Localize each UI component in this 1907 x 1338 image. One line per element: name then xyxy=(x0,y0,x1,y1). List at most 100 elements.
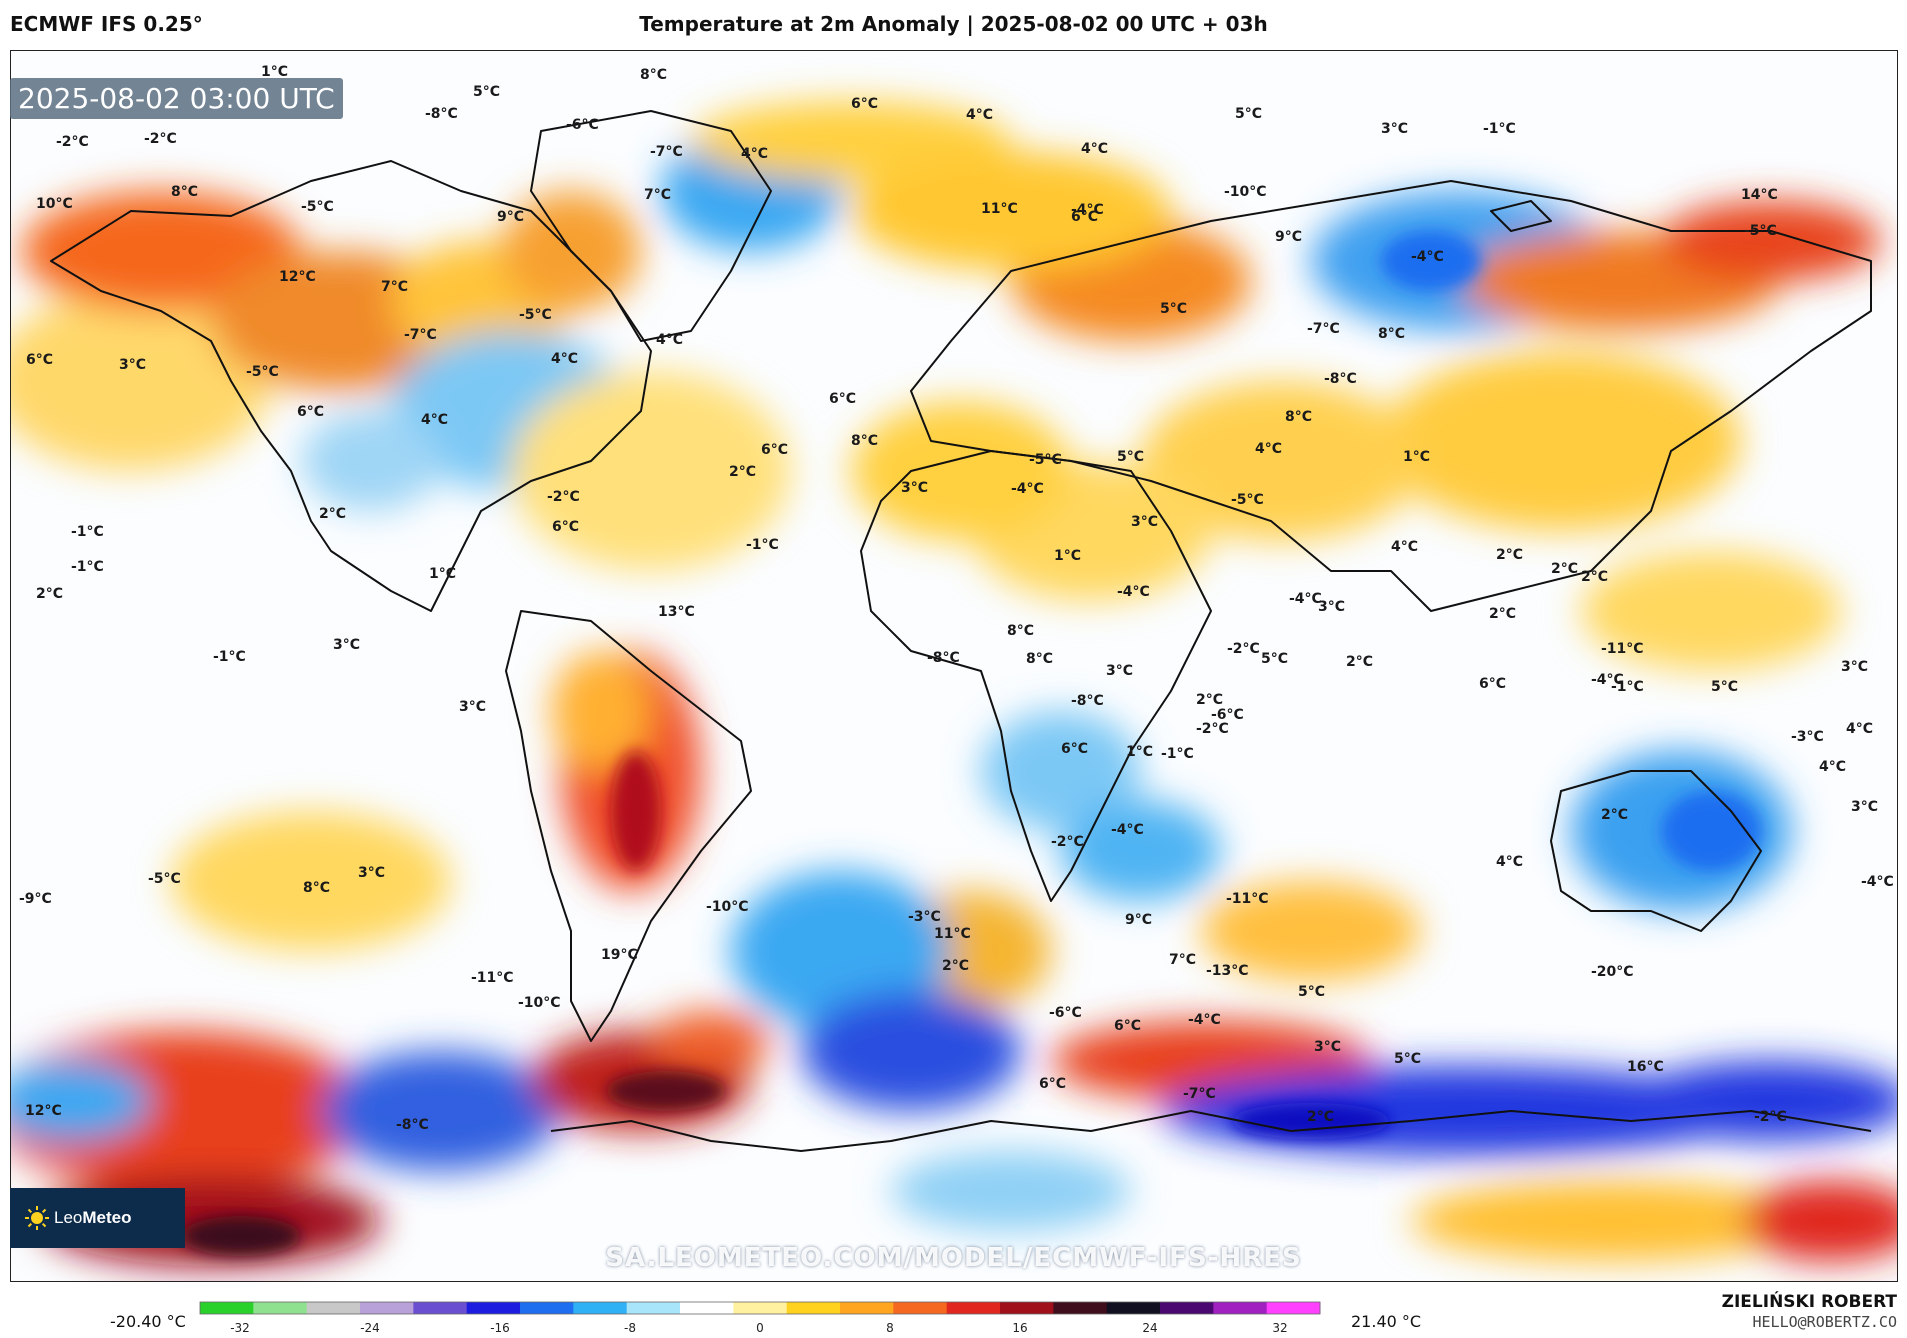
anomaly-label: -11°C xyxy=(1226,891,1269,907)
anomaly-label: -5°C xyxy=(246,364,279,380)
anomaly-label: -6°C xyxy=(566,117,599,133)
anomaly-label: -1°C xyxy=(1161,746,1194,762)
anomaly-label: 4°C xyxy=(656,332,683,348)
anomaly-label: 4°C xyxy=(1819,759,1846,775)
anomaly-label: 5°C xyxy=(1160,301,1187,317)
anomaly-label: 8°C xyxy=(1378,326,1405,342)
color-scale-segment xyxy=(520,1302,574,1314)
color-scale-tick-label: 0 xyxy=(756,1321,764,1335)
color-scale-segment xyxy=(733,1302,788,1314)
anomaly-label: 6°C xyxy=(829,391,856,407)
color-scale-tick-label: 32 xyxy=(1272,1321,1287,1335)
anomaly-label: -2°C xyxy=(1051,834,1084,850)
anomaly-label: 3°C xyxy=(333,637,360,653)
anomaly-label: -4°C xyxy=(1411,249,1444,265)
anomaly-label: 2°C xyxy=(1307,1109,1334,1125)
anomaly-label: 12°C xyxy=(25,1103,62,1119)
anomaly-label: 4°C xyxy=(1496,854,1523,870)
anomaly-label: -10°C xyxy=(1224,184,1267,200)
scale-max-label: 21.40 °C xyxy=(1351,1312,1422,1331)
color-scale-segment xyxy=(1053,1302,1108,1314)
anomaly-label: -3°C xyxy=(1791,729,1824,745)
anomaly-label: 6°C xyxy=(1114,1018,1141,1034)
color-scale-outline xyxy=(199,1301,1321,1315)
anomaly-label: -6°C xyxy=(1049,1005,1082,1021)
anomaly-label: 6°C xyxy=(761,442,788,458)
chart-title: Temperature at 2m Anomaly | 2025-08-02 0… xyxy=(639,12,1268,36)
anomaly-label: 3°C xyxy=(1131,514,1158,530)
anomaly-label: -7°C xyxy=(1183,1086,1216,1102)
anomaly-label: 9°C xyxy=(1275,229,1302,245)
anomaly-label: -4°C xyxy=(1071,202,1104,218)
anomaly-label: 8°C xyxy=(1026,651,1053,667)
valid-time-badge: 2025-08-02 03:00 UTC xyxy=(10,78,343,119)
anomaly-label: 5°C xyxy=(1298,984,1325,1000)
anomaly-label: 4°C xyxy=(421,412,448,428)
anomaly-label: -4°C xyxy=(1117,584,1150,600)
anomaly-label: -2°C xyxy=(144,131,177,147)
color-scale-tick-label: -24 xyxy=(360,1321,380,1335)
anomaly-label: -2°C xyxy=(1227,641,1260,657)
anomaly-label: 9°C xyxy=(1125,912,1152,928)
color-scale-segment xyxy=(413,1302,468,1314)
anomaly-label: 1°C xyxy=(429,566,456,582)
anomaly-label: 4°C xyxy=(741,146,768,162)
anomaly-label: 12°C xyxy=(279,269,316,285)
anomaly-label: -8°C xyxy=(927,650,960,666)
anomaly-label: 2°C xyxy=(1196,692,1223,708)
anomaly-label: 5°C xyxy=(473,84,500,100)
map-canvas: 1°C -2°C -2°C 10°C 8°C -5°C 12°C 7°C 9°C 5°C -8°C -… xyxy=(11,51,1897,1281)
anomaly-label: -11°C xyxy=(1601,641,1644,657)
anomaly-label: 3°C xyxy=(119,357,146,373)
anomaly-label: -1°C xyxy=(746,537,779,553)
author-email: HELLO@ROBERTZ.CO xyxy=(1752,1313,1898,1331)
anomaly-label: 7°C xyxy=(644,187,671,203)
anomaly-label: 9°C xyxy=(497,209,524,225)
anomaly-label: 1°C xyxy=(1403,449,1430,465)
anomaly-label: -5°C xyxy=(1744,223,1777,239)
anomaly-label: 8°C xyxy=(851,433,878,449)
anomaly-label: 16°C xyxy=(1627,1059,1664,1075)
color-scale-tick-label: -32 xyxy=(230,1321,250,1335)
anomaly-label: 7°C xyxy=(381,279,408,295)
color-scale-segment xyxy=(1000,1302,1054,1314)
anomaly-label: -4°C xyxy=(1188,1012,1221,1028)
anomaly-label: -10°C xyxy=(706,899,749,915)
anomaly-label: -7°C xyxy=(650,144,683,160)
anomaly-label: 2°C xyxy=(1581,569,1608,585)
anomaly-label: 4°C xyxy=(551,351,578,367)
anomaly-label: -5°C xyxy=(519,307,552,323)
anomaly-label: 6°C xyxy=(1061,741,1088,757)
anomaly-label: -8°C xyxy=(1071,693,1104,709)
color-scale-segment xyxy=(1266,1302,1321,1314)
anomaly-label: -7°C xyxy=(404,327,437,343)
anomaly-label: -1°C xyxy=(1483,121,1516,137)
anomaly-label: 1°C xyxy=(1126,744,1153,760)
leometeo-logo: LeoMeteo xyxy=(10,1188,185,1248)
anomaly-label: 3°C xyxy=(1106,663,1133,679)
color-scale-segment xyxy=(1160,1302,1214,1314)
anomaly-label: -1°C xyxy=(71,524,104,540)
model-name: ECMWF IFS 0.25° xyxy=(10,12,203,36)
color-scale-segment xyxy=(1213,1302,1268,1314)
anomaly-label: -4°C xyxy=(1289,591,1322,607)
color-scale-segment xyxy=(840,1302,894,1314)
anomaly-label: 6°C xyxy=(1039,1076,1066,1092)
anomaly-label: 3°C xyxy=(358,865,385,881)
color-scale-segment xyxy=(573,1302,628,1314)
anomaly-label: -8°C xyxy=(1324,371,1357,387)
anomaly-label: -2°C xyxy=(1196,721,1229,737)
anomaly-peaks xyxy=(181,231,1761,1256)
anomaly-label: 14°C xyxy=(1741,187,1778,203)
anomaly-map: 1°C -2°C -2°C 10°C 8°C -5°C 12°C 7°C 9°C 5°C -8°C -… xyxy=(10,50,1898,1282)
author-name: ZIELIŃSKI ROBERT xyxy=(1721,1292,1897,1312)
anomaly-label: -4°C xyxy=(1111,822,1144,838)
anomaly-label: -5°C xyxy=(1029,452,1062,468)
watermark-url: SA.LEOMETEO.COM/MODEL/ECMWF-IFS-HRES xyxy=(605,1243,1302,1273)
color-scale-segment xyxy=(946,1302,1001,1314)
anomaly-label: 6°C xyxy=(851,96,878,112)
anomaly-label: 4°C xyxy=(1391,539,1418,555)
color-scale-segment xyxy=(200,1302,254,1314)
coastlines xyxy=(50,110,1872,1152)
sun-icon xyxy=(25,1206,49,1230)
